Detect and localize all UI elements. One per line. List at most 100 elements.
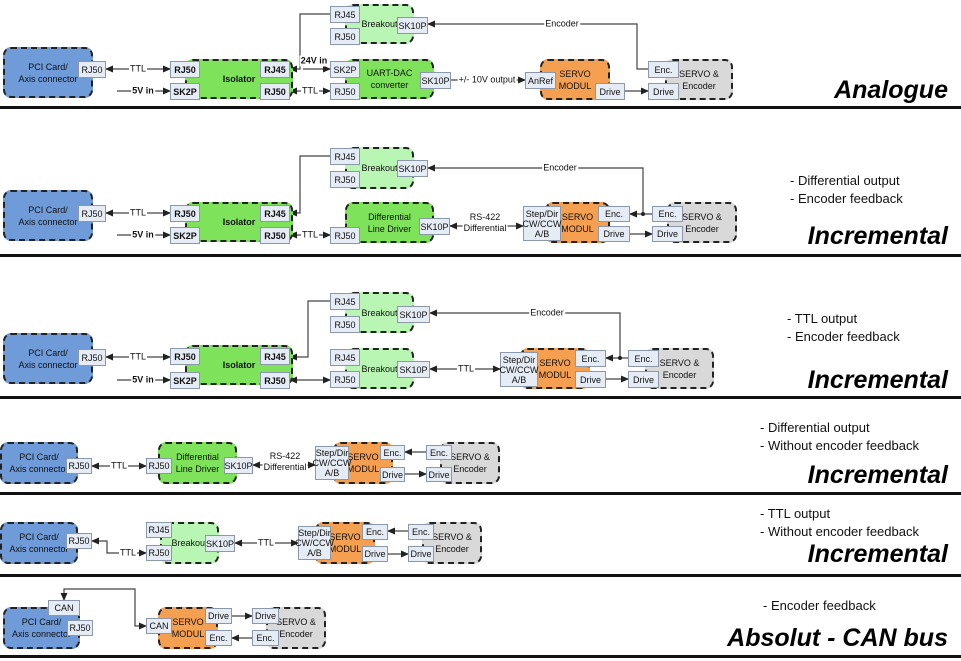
label-v5: 5V in: [131, 229, 155, 241]
port-stepdir: Step/Dir CW/CCW A/B: [295, 526, 334, 560]
port-bo_rj45: RJ45: [330, 148, 360, 165]
label-ttl2: TTL: [300, 85, 320, 97]
port-iso_rj45: RJ45: [260, 348, 290, 365]
section-divider: [0, 574, 961, 577]
section-title: Incremental: [807, 540, 948, 568]
port-bo_rj50: RJ50: [330, 28, 360, 45]
port-bo_rj50: RJ50: [330, 316, 360, 333]
label-rs422: RS-422 Differential: [262, 451, 308, 473]
port-se_drive: Drive: [628, 371, 659, 388]
label-v24: 24V in: [299, 55, 329, 67]
port-se_enc: Enc.: [628, 350, 659, 367]
label-encoder: Encoder: [542, 162, 578, 174]
connection-line: [427, 164, 644, 214]
port-se_enc: Enc.: [252, 630, 279, 646]
port-drive: Drive: [595, 83, 625, 100]
port-se_drive: Drive: [652, 226, 683, 242]
label-ttl1: TTL: [128, 351, 148, 363]
label-rs422: RS-422 Differential: [462, 212, 508, 234]
port-bo_rj45: RJ45: [146, 522, 172, 538]
port-iso_rj50: RJ50: [170, 348, 200, 365]
label-encoder: Encoder: [544, 18, 580, 30]
port-bo2_sk10p: SK10P: [397, 361, 430, 378]
port-drive: Drive: [575, 371, 606, 388]
section-divider: [0, 396, 961, 399]
port-dac_sk10p: SK10P: [420, 72, 451, 89]
section-note: - Encoder feedback: [787, 329, 900, 344]
port-drive: Drive: [205, 608, 232, 624]
port-se_enc: Enc.: [652, 206, 683, 222]
port-bo_rj45: RJ45: [330, 6, 360, 23]
section-title: Absolut - CAN bus: [727, 624, 948, 652]
port-se_drive: Drive: [426, 467, 452, 482]
section-note: - TTL output: [760, 506, 831, 521]
port-pci_rj50: RJ50: [67, 620, 93, 636]
port-stepdir: Step/Dir CW/CCW A/B: [312, 446, 352, 480]
section-note: - Encoder feedback: [790, 191, 903, 206]
port-iso_rj45: RJ45: [260, 61, 290, 78]
port-bo_rj50: RJ50: [330, 171, 360, 188]
connection-line: [60, 588, 147, 630]
section-title: Incremental: [807, 222, 948, 250]
label-ttl: TTL: [109, 460, 129, 472]
label-ttl3: TTL: [456, 363, 476, 375]
port-enc: Enc.: [205, 630, 232, 646]
port-bo_sk10p: SK10P: [397, 17, 428, 34]
section-note: - Without encoder feedback: [760, 524, 919, 539]
port-se_enc: Enc.: [408, 524, 434, 540]
label-ttl1: TTL: [128, 63, 148, 75]
block-pci: PCI Card/ Axis connector: [0, 522, 78, 564]
port-se_enc: Enc.: [648, 61, 679, 78]
label-encoder: Encoder: [529, 307, 565, 319]
label-ttl: TTL: [118, 547, 138, 559]
section-divider: [0, 492, 961, 495]
port-iso_sk2p: SK2P: [170, 227, 200, 244]
port-enc: Enc.: [362, 524, 388, 540]
label-ttl1: TTL: [128, 207, 148, 219]
port-bo_sk10p: SK10P: [397, 160, 428, 177]
junction-dot: [618, 356, 622, 360]
connection-line: [429, 309, 621, 358]
port-drive: Drive: [362, 546, 388, 562]
label-v5: 5V in: [131, 374, 155, 386]
port-bo_sk10p: SK10P: [205, 535, 235, 552]
port-pci_rj50: RJ50: [78, 61, 106, 78]
port-dld_sk10p: SK10P: [419, 218, 450, 235]
section-title: Incremental: [807, 366, 948, 394]
port-enc: Enc.: [598, 206, 630, 222]
section-title: Incremental: [807, 461, 948, 489]
port-iso_rj50b: RJ50: [260, 227, 290, 244]
label-out: +/- 10V output: [457, 74, 517, 86]
port-dld_rj50: RJ50: [146, 458, 172, 474]
label-v5: 5V in: [131, 85, 155, 97]
section-divider: [0, 106, 961, 109]
port-pci_rj50: RJ50: [66, 458, 92, 474]
port-iso_rj50b: RJ50: [260, 372, 290, 389]
section-title: Analogue: [834, 76, 948, 104]
junction-dot: [641, 212, 645, 216]
section-note: - Without encoder feedback: [760, 438, 919, 453]
section-note: - TTL output: [787, 311, 858, 326]
port-bo_rj45: RJ45: [330, 293, 360, 310]
connection-line: [289, 13, 330, 73]
port-se_enc: Enc.: [426, 445, 452, 460]
port-iso_sk2p: SK2P: [170, 372, 200, 389]
port-dld_rj50: RJ50: [330, 227, 360, 244]
port-stepdir: Step/Dir CW/CCW A/B: [523, 206, 562, 241]
port-dac_rj50: RJ50: [330, 83, 360, 100]
section-note: - Differential output: [760, 420, 870, 435]
port-bo2_rj45: RJ45: [330, 349, 360, 366]
port-se_drive: Drive: [408, 546, 434, 562]
port-stepdir: Step/Dir CW/CCW A/B: [500, 352, 539, 387]
port-drive: Drive: [598, 226, 630, 242]
port-se_drive: Drive: [252, 608, 279, 624]
connection-line: [289, 300, 330, 361]
port-iso_rj50b: RJ50: [260, 83, 290, 100]
section-note: - Differential output: [790, 173, 900, 188]
port-bo_rj50: RJ50: [146, 545, 172, 561]
port-dac_sk2p: SK2P: [330, 61, 360, 78]
label-ttl2: TTL: [300, 229, 320, 241]
port-pci_rj50: RJ50: [78, 205, 106, 222]
port-iso_rj50: RJ50: [170, 205, 200, 222]
